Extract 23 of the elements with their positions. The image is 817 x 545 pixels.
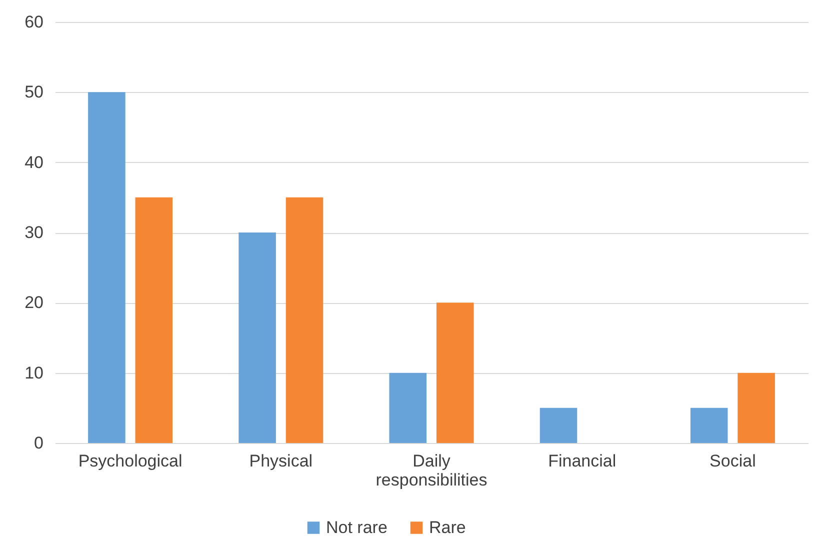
- bar: [738, 372, 775, 443]
- y-tick-label: 10: [24, 363, 44, 382]
- y-tick-label: 0: [34, 434, 44, 452]
- x-tick-label: Physical: [249, 452, 313, 470]
- y-tick-label: 20: [24, 293, 44, 312]
- y-tick-label: 30: [24, 223, 44, 242]
- legend-label: Not rare: [326, 518, 388, 537]
- bar: [690, 408, 728, 443]
- x-tick-label: Daily responsibilities: [376, 452, 488, 490]
- bar: [135, 197, 173, 443]
- y-tick-label: 50: [24, 82, 44, 102]
- x-tick-label: Social: [710, 452, 756, 470]
- bar: [88, 92, 126, 443]
- bar: [238, 232, 276, 443]
- bar: [540, 408, 578, 443]
- x-tick-label: Psychological: [78, 452, 182, 470]
- bar: [286, 197, 324, 443]
- y-tick-label: 60: [24, 12, 44, 32]
- legend-label: Rare: [429, 518, 466, 537]
- bar: [389, 372, 427, 443]
- x-tick-label: Financial: [548, 452, 616, 470]
- bar: [436, 302, 474, 443]
- y-tick-label: 40: [24, 152, 44, 172]
